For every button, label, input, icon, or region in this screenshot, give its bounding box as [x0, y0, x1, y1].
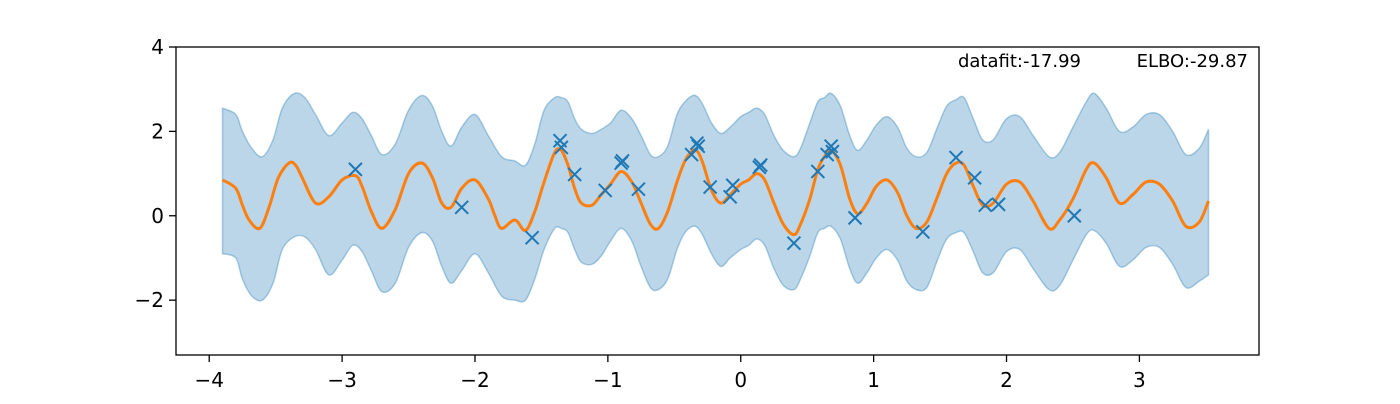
- x-tick-label: −2: [460, 368, 489, 392]
- data-point: [631, 181, 646, 197]
- datafit-annotation: datafit:-17.99: [958, 51, 1081, 72]
- data-point: [753, 157, 768, 173]
- data-point: [691, 138, 706, 154]
- x-tick-label: 2: [1000, 368, 1013, 392]
- data-point: [825, 144, 840, 159]
- x-axis-ticks: −4 −3 −2 −1 0 1 2 3: [194, 355, 1146, 392]
- x-tick-label: 0: [734, 368, 747, 392]
- data-point: [348, 162, 363, 177]
- data-point: [810, 164, 826, 179]
- data-point: [948, 150, 964, 165]
- data-point: [689, 135, 705, 151]
- data-point: [615, 153, 630, 169]
- elbo-annotation: ELBO:-29.87: [1137, 51, 1248, 72]
- data-point: [722, 189, 738, 204]
- x-tick-label: −3: [327, 368, 356, 392]
- data-point: [524, 230, 540, 245]
- data-point: [1067, 208, 1082, 223]
- data-point: [598, 183, 613, 198]
- data-point: [684, 147, 699, 162]
- axes-frame: [175, 46, 1260, 356]
- y-tick-label: 2: [151, 119, 164, 143]
- x-tick-label: 1: [867, 368, 880, 392]
- data-point: [978, 198, 993, 213]
- data-point: [725, 178, 740, 193]
- mean-line: [221, 147, 1210, 237]
- y-axis-ticks: −2 0 2 4: [135, 35, 176, 312]
- data-point: [567, 167, 582, 182]
- x-tick-label: −4: [194, 368, 223, 392]
- y-tick-label: −2: [135, 288, 164, 312]
- data-points-layer: [348, 133, 1082, 251]
- y-tick-label: 0: [151, 204, 164, 228]
- x-tick-label: −1: [593, 368, 622, 392]
- data-point: [991, 197, 1006, 212]
- data-point: [786, 235, 802, 251]
- data-point: [554, 140, 569, 155]
- data-point: [915, 224, 931, 240]
- x-tick-label: 3: [1133, 368, 1146, 392]
- y-tick-label: 4: [151, 35, 164, 59]
- mean-line-layer: [221, 147, 1210, 237]
- data-point: [823, 138, 839, 154]
- data-point: [454, 200, 469, 215]
- data-point: [702, 179, 718, 195]
- data-point: [847, 210, 863, 226]
- data-point: [967, 170, 982, 186]
